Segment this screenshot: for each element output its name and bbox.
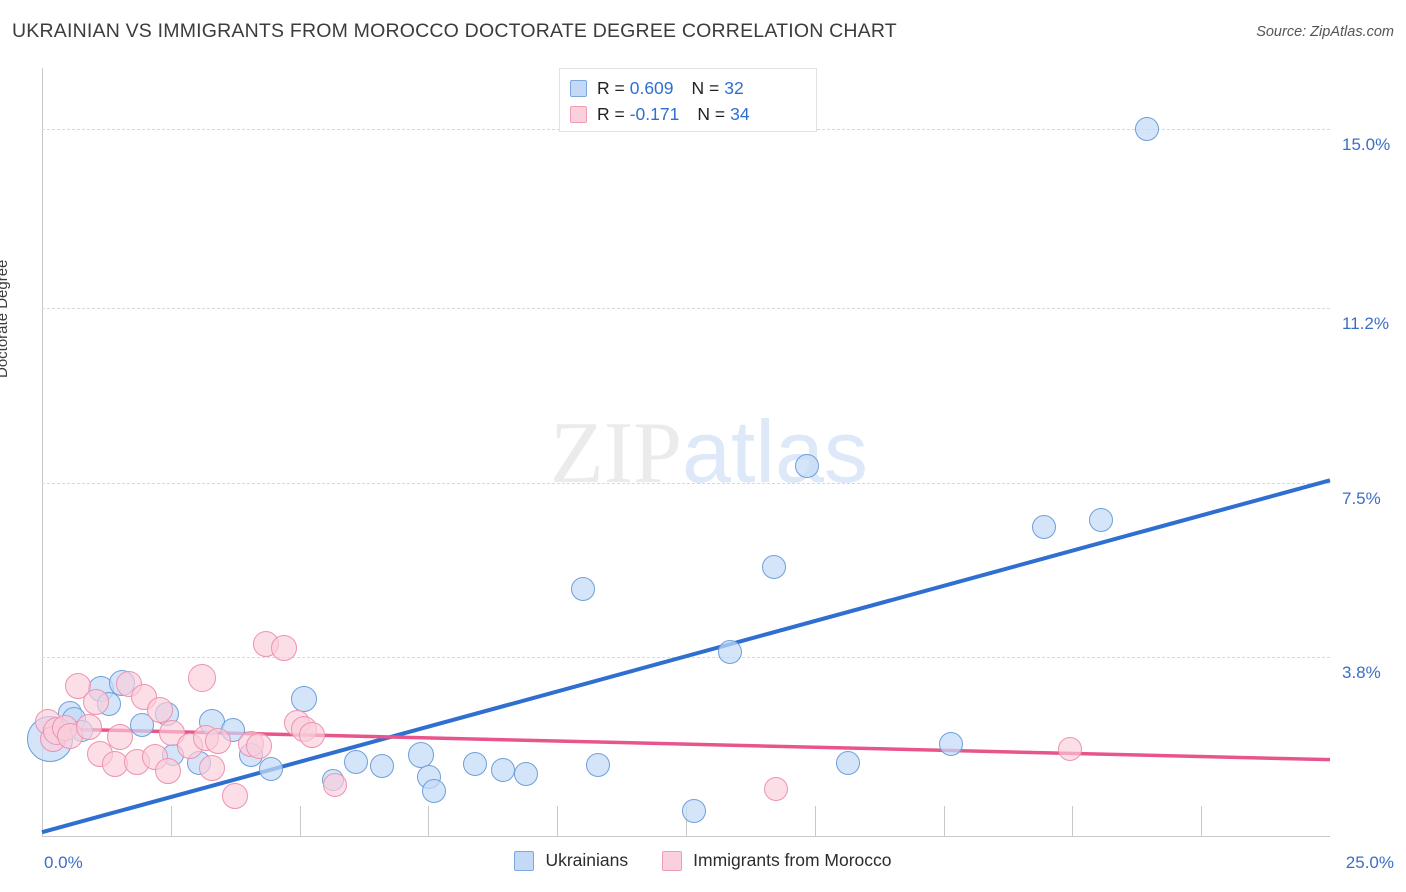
stat-n-label-morocco: N =	[697, 103, 726, 124]
x-axis-min-label: 0.0%	[44, 853, 83, 872]
legend-item-ukrainians[interactable]: Ukrainians	[514, 850, 628, 871]
stat-row-morocco: R = -0.171 N = 34	[570, 101, 806, 127]
data-point[interactable]	[939, 732, 964, 757]
data-point[interactable]	[514, 761, 539, 786]
legend-label-ukrainians: Ukrainians	[545, 850, 629, 870]
stat-row-ukrainians: R = 0.609 N = 32	[570, 75, 806, 101]
data-point[interactable]	[322, 773, 347, 798]
data-point[interactable]	[76, 713, 103, 740]
y-tick-label: 11.2%	[1342, 314, 1389, 334]
data-point[interactable]	[717, 640, 742, 665]
data-point[interactable]	[102, 751, 129, 778]
stat-swatch-ukrainians	[570, 79, 587, 97]
legend-item-morocco[interactable]: Immigrants from Morocco	[662, 850, 892, 871]
data-point[interactable]	[147, 696, 174, 723]
data-point[interactable]	[795, 454, 820, 479]
x-tick-mark	[1201, 806, 1203, 836]
data-point[interactable]	[761, 555, 786, 580]
gridline	[42, 308, 1330, 310]
zipatlas-watermark: ZIPatlas	[550, 408, 868, 498]
x-tick-mark	[943, 806, 945, 836]
y-axis-title: Doctorate Degree	[0, 259, 11, 378]
data-point[interactable]	[271, 634, 298, 661]
data-point[interactable]	[290, 686, 317, 713]
x-tick-mark	[557, 806, 559, 836]
data-point[interactable]	[421, 779, 446, 804]
legend-swatch-morocco	[662, 850, 683, 871]
series-legend: Ukrainians Immigrants from Morocco	[0, 850, 1406, 871]
gridline	[42, 656, 1330, 658]
x-axis-max-label: 25.0%	[1345, 853, 1394, 872]
data-point[interactable]	[1057, 736, 1082, 761]
data-point[interactable]	[570, 576, 595, 601]
x-axis-line	[42, 836, 1330, 837]
data-point[interactable]	[187, 664, 216, 693]
data-point[interactable]	[586, 753, 611, 778]
stat-r-label-morocco: R =	[597, 103, 625, 124]
data-point[interactable]	[259, 757, 284, 782]
y-tick-label: 15.0%	[1342, 135, 1391, 155]
data-point[interactable]	[1088, 508, 1113, 533]
data-point[interactable]	[107, 724, 134, 751]
stat-n-value-morocco: 34	[730, 103, 750, 124]
watermark-atlas: atlas	[682, 402, 868, 501]
data-point[interactable]	[681, 799, 706, 824]
legend-swatch-ukrainians	[514, 850, 535, 871]
x-tick-mark	[428, 806, 430, 836]
data-point[interactable]	[155, 757, 182, 784]
watermark-zip: ZIP	[550, 405, 682, 502]
data-point[interactable]	[764, 776, 789, 801]
y-tick-label: 3.8%	[1342, 662, 1381, 682]
data-point[interactable]	[462, 752, 487, 777]
x-tick-mark	[1072, 806, 1074, 836]
stat-r-value-morocco: -0.171	[629, 103, 680, 124]
correlation-stats-box: R = 0.609 N = 32 R = -0.171 N = 34	[559, 68, 817, 132]
data-point[interactable]	[370, 754, 395, 779]
data-point[interactable]	[299, 722, 326, 749]
stat-swatch-morocco	[570, 105, 587, 123]
gridline	[42, 482, 1330, 484]
data-point[interactable]	[222, 782, 249, 809]
stat-r-label-ukrainians: R =	[597, 77, 625, 98]
y-tick-label: 7.5%	[1342, 488, 1381, 508]
legend-label-morocco: Immigrants from Morocco	[693, 850, 892, 870]
x-tick-mark	[170, 806, 172, 836]
data-point[interactable]	[407, 741, 434, 768]
data-point[interactable]	[836, 750, 861, 775]
stat-n-value-ukrainians: 32	[724, 77, 744, 98]
y-axis-line	[42, 68, 43, 836]
data-point[interactable]	[246, 732, 273, 759]
data-point[interactable]	[83, 688, 110, 715]
x-tick-mark	[814, 806, 816, 836]
data-point[interactable]	[491, 758, 516, 783]
data-point[interactable]	[344, 749, 369, 774]
stat-n-label-ukrainians: N =	[691, 77, 720, 98]
data-point[interactable]	[1032, 515, 1057, 540]
source-attribution: Source: ZipAtlas.com	[1256, 24, 1394, 40]
stat-r-value-ukrainians: 0.609	[629, 77, 674, 98]
page-title: UKRAINIAN VS IMMIGRANTS FROM MOROCCO DOC…	[12, 20, 897, 42]
data-point[interactable]	[205, 727, 232, 754]
x-tick-mark	[299, 806, 301, 836]
data-point[interactable]	[1135, 117, 1160, 142]
data-point[interactable]	[199, 754, 226, 781]
